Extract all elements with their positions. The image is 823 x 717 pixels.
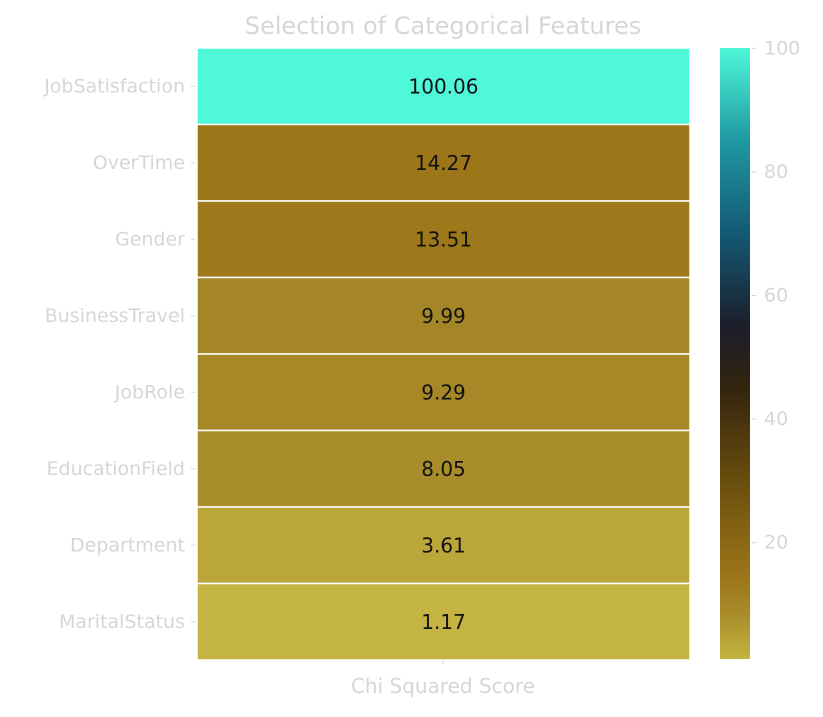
heatmap-cell-1 [196,123,691,202]
cell-value-label: 9.99 [421,304,466,328]
y-tick-label: BusinessTravel [45,305,185,327]
heatmap-cell-3 [196,276,691,355]
heatmap-cells: 100.06 14.27 13.51 9.99 9.29 8.05 3.61 1.17 [196,47,691,661]
cell-value-label: 13.51 [415,227,472,251]
colorbar-tick-label: 40 [764,408,788,430]
colorbar-tick-label: 60 [764,285,788,307]
y-tick-label: MaritalStatus [59,611,185,633]
y-tick-label: Department [70,534,185,556]
cell-value-label: 14.27 [415,151,472,175]
colorbar-gradient [720,48,750,659]
cell-value-label: 100.06 [409,74,479,98]
heatmap-cell-0 [196,47,691,126]
colorbar-tick-label: 20 [764,532,788,554]
chart-title: Selection of Categorical Features [245,12,641,40]
cell-value-label: 3.61 [421,533,466,557]
cell-value-label: 8.05 [421,457,466,481]
colorbar-tick-label: 100 [764,37,800,59]
y-tick-label: OverTime [93,152,185,174]
y-tick-label: Gender [115,228,185,250]
heatmap-cell-2 [196,200,691,279]
heatmap-cell-7 [196,582,691,661]
colorbar-tick-label: 80 [764,161,788,183]
cell-value-label: 1.17 [421,610,466,634]
colorbar: 20 40 60 80 100 [720,37,800,659]
y-tick-label: EducationField [47,458,185,480]
heatmap-cell-5 [196,429,691,508]
heatmap-cell-4 [196,353,691,432]
cell-value-label: 9.29 [421,380,466,404]
row-labels: JobSatisfaction OverTime Gender BusinessTra… [43,75,195,633]
x-axis-label: Chi Squared Score [351,674,535,698]
y-tick-label: JobSatisfaction [43,75,185,97]
y-tick-label: JobRole [114,381,185,403]
